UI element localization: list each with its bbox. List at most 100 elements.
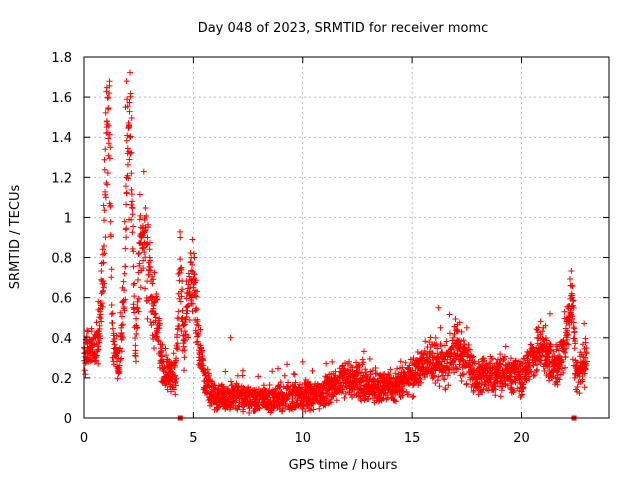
data-point bbox=[341, 394, 348, 401]
data-point bbox=[347, 362, 354, 369]
data-point bbox=[139, 232, 146, 239]
data-point bbox=[502, 343, 509, 350]
data-point bbox=[464, 347, 471, 354]
data-point bbox=[452, 316, 459, 323]
data-point bbox=[454, 366, 461, 373]
data-point bbox=[265, 406, 272, 413]
data-point bbox=[81, 367, 88, 374]
data-point bbox=[174, 334, 181, 341]
data-point bbox=[390, 393, 397, 400]
data-point bbox=[553, 346, 560, 353]
data-point bbox=[149, 273, 156, 280]
data-point bbox=[114, 375, 121, 382]
data-point bbox=[432, 342, 439, 349]
data-point bbox=[105, 122, 112, 129]
data-point bbox=[127, 150, 134, 157]
data-point bbox=[570, 297, 577, 304]
data-point bbox=[407, 356, 414, 363]
data-point bbox=[392, 398, 399, 405]
data-point bbox=[530, 362, 537, 369]
data-point bbox=[140, 257, 147, 264]
data-point bbox=[581, 384, 588, 391]
data-point bbox=[479, 389, 486, 396]
data-point bbox=[192, 277, 199, 284]
data-point bbox=[456, 361, 463, 368]
data-point bbox=[97, 315, 104, 322]
data-point bbox=[582, 354, 589, 361]
data-point bbox=[126, 134, 133, 141]
data-point bbox=[307, 407, 314, 414]
data-point bbox=[124, 96, 131, 103]
data-point bbox=[558, 365, 565, 372]
data-point bbox=[322, 402, 329, 409]
data-point bbox=[108, 302, 115, 309]
data-point bbox=[154, 329, 161, 336]
data-point bbox=[513, 357, 520, 364]
data-point bbox=[519, 361, 526, 368]
data-point bbox=[137, 284, 144, 291]
data-point bbox=[445, 365, 452, 372]
data-point bbox=[497, 361, 504, 368]
data-point bbox=[360, 359, 367, 366]
data-point bbox=[435, 373, 442, 380]
data-point bbox=[128, 201, 135, 208]
data-point bbox=[101, 217, 108, 224]
data-point bbox=[175, 270, 182, 277]
data-point bbox=[82, 371, 89, 378]
data-point bbox=[568, 290, 575, 297]
data-point bbox=[358, 397, 365, 404]
data-point bbox=[449, 337, 456, 344]
data-point bbox=[277, 379, 284, 386]
data-point bbox=[418, 355, 425, 362]
data-point bbox=[279, 408, 286, 415]
data-point bbox=[410, 381, 417, 388]
data-point bbox=[372, 370, 379, 377]
data-point bbox=[130, 248, 137, 255]
data-point bbox=[194, 318, 201, 325]
data-point bbox=[347, 391, 354, 398]
data-point bbox=[122, 183, 129, 190]
data-point bbox=[106, 78, 113, 85]
data-point bbox=[128, 170, 135, 177]
data-point bbox=[122, 296, 129, 303]
data-point bbox=[445, 370, 452, 377]
data-point bbox=[116, 368, 123, 375]
data-point bbox=[564, 331, 571, 338]
data-point bbox=[526, 362, 533, 369]
data-point bbox=[316, 405, 323, 412]
data-point bbox=[291, 371, 298, 378]
data-point bbox=[88, 356, 95, 363]
data-point bbox=[122, 245, 129, 252]
data-point bbox=[220, 384, 227, 391]
x-tick-label: 20 bbox=[513, 431, 530, 446]
data-point bbox=[99, 251, 106, 258]
data-point bbox=[394, 365, 401, 372]
data-point bbox=[100, 278, 107, 285]
data-point bbox=[108, 311, 115, 318]
data-point bbox=[123, 225, 130, 232]
data-point bbox=[422, 338, 429, 345]
data-point bbox=[84, 327, 91, 334]
data-point bbox=[140, 168, 147, 175]
y-tick-label: 1.4 bbox=[51, 131, 72, 146]
data-point bbox=[191, 279, 198, 286]
data-point bbox=[149, 280, 156, 287]
data-point bbox=[528, 369, 535, 376]
data-point bbox=[140, 264, 147, 271]
data-point bbox=[178, 293, 185, 300]
data-point bbox=[129, 204, 136, 211]
data-point bbox=[184, 303, 191, 310]
data-point bbox=[260, 382, 267, 389]
data-point bbox=[463, 324, 470, 331]
data-point bbox=[135, 295, 142, 302]
data-point bbox=[535, 324, 542, 331]
data-point bbox=[103, 118, 110, 125]
data-point bbox=[409, 394, 416, 401]
data-point bbox=[222, 368, 229, 375]
data-point bbox=[417, 376, 424, 383]
data-point bbox=[127, 149, 134, 156]
data-point bbox=[171, 362, 178, 369]
data-point bbox=[526, 376, 533, 383]
data-point bbox=[136, 249, 143, 256]
data-point bbox=[580, 367, 587, 374]
